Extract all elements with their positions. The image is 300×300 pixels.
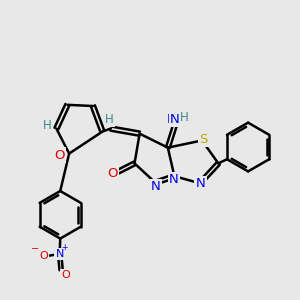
Text: H: H [180, 111, 189, 124]
Text: O: O [108, 167, 118, 180]
Text: N: N [169, 173, 179, 186]
Text: H: H [43, 118, 51, 131]
Text: N: N [170, 113, 179, 126]
Text: N: N [151, 180, 161, 193]
Text: +: + [61, 243, 68, 252]
Text: N: N [56, 249, 64, 259]
Text: O: O [39, 251, 48, 261]
Text: −: − [31, 244, 39, 254]
Text: H: H [105, 113, 114, 126]
Text: S: S [199, 133, 208, 146]
Text: O: O [61, 270, 70, 280]
Text: O: O [54, 148, 65, 162]
Text: NH: NH [166, 112, 186, 126]
Text: N: N [196, 177, 206, 190]
